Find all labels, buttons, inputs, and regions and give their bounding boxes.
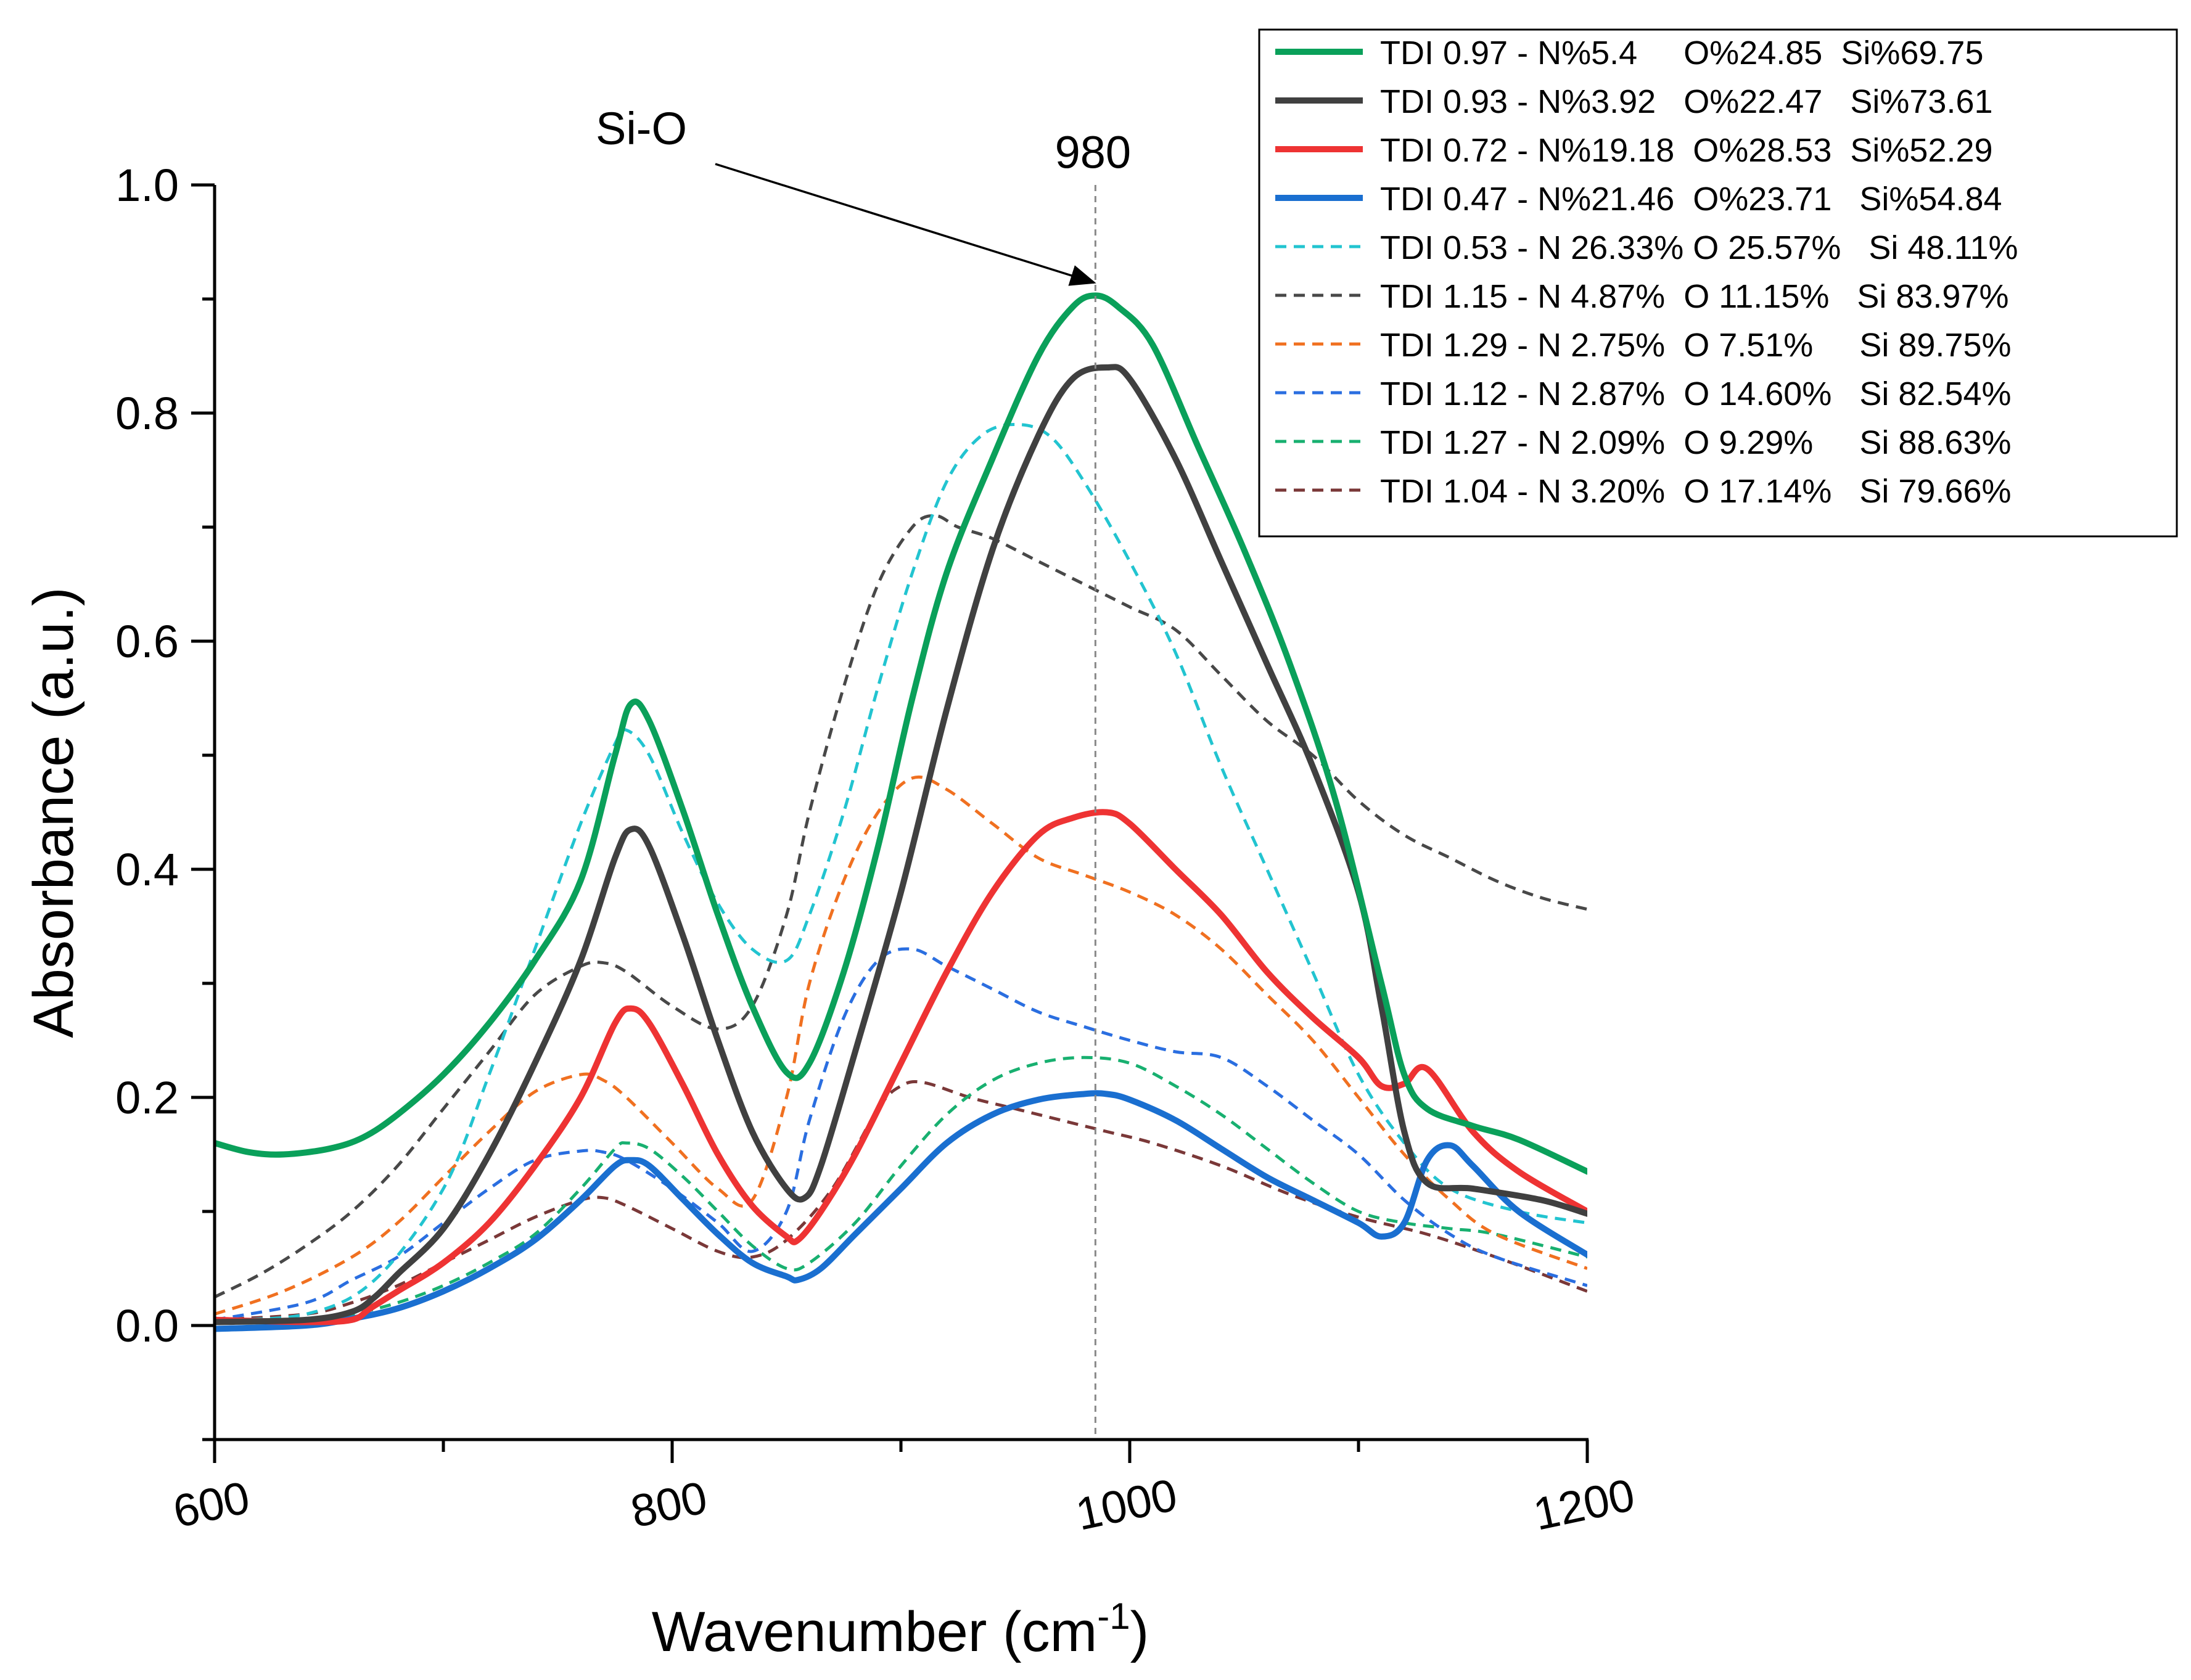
y-ticks: 0.0 0.2 0.4 0.6 0.8 1.0 [115, 160, 215, 1441]
y-tick-label-0.2: 0.2 [115, 1072, 179, 1123]
legend-label-1: TDI 0.97 - N%5.4 O%24.85 Si%69.75 [1380, 35, 1984, 72]
series-line-10 [215, 1080, 1587, 1322]
series-line-5 [215, 423, 1587, 1322]
x-tick-label-800: 800 [627, 1472, 712, 1538]
x-tick-label-1200: 1200 [1529, 1469, 1639, 1539]
x-tick-label-600: 600 [169, 1472, 254, 1538]
y-tick-label-0.0: 0.0 [115, 1300, 179, 1351]
x-axis-title-main: Wavenumber (cm [652, 1600, 1098, 1663]
si-o-label: Si-O [596, 103, 687, 154]
x-ticks: 600 800 1000 1200 [169, 1440, 1639, 1540]
series-line-3 [215, 809, 1587, 1326]
legend-label-8: TDI 1.12 - N 2.87% O 14.60% Si 82.54% [1380, 375, 2012, 412]
y-axis-title: Absorbance (a.u.) [22, 587, 85, 1038]
legend-label-2: TDI 0.93 - N%3.92 O%22.47 Si%73.61 [1380, 83, 1993, 120]
series-line-9 [215, 1055, 1587, 1322]
si-o-arrow [715, 163, 1096, 286]
y-tick-label-0.6: 0.6 [115, 616, 179, 667]
x-axis-title-superscript: -1 [1097, 1596, 1130, 1637]
x-tick-label-1000: 1000 [1072, 1469, 1182, 1539]
legend-label-10: TDI 1.04 - N 3.20% O 17.14% Si 79.66% [1380, 473, 2012, 510]
y-tick-label-1.0: 1.0 [115, 160, 179, 211]
peak-980-label: 980 [1055, 127, 1131, 178]
legend-label-6: TDI 1.15 - N 4.87% O 11.15% Si 83.97% [1380, 278, 2009, 315]
legend-label-9: TDI 1.27 - N 2.09% O 9.29% Si 88.63% [1380, 424, 2012, 461]
x-axis-title: Wavenumber (cm-1) [652, 1596, 1149, 1663]
series-line-4 [215, 1090, 1587, 1332]
series-line-6 [215, 514, 1587, 1299]
series-line-1 [215, 292, 1587, 1175]
legend-label-7: TDI 1.29 - N 2.75% O 7.51% Si 89.75% [1380, 327, 2012, 364]
legend-label-3: TDI 0.72 - N%19.18 O%28.53 Si%52.29 [1380, 132, 1993, 169]
legend-label-5: TDI 0.53 - N 26.33% O 25.57% Si 48.11% [1380, 229, 2018, 266]
legend-box [1258, 28, 2178, 538]
x-axis-title-close: ) [1130, 1600, 1149, 1663]
series-layer [215, 292, 1587, 1332]
legend-label-4: TDI 0.47 - N%21.46 O%23.71 Si%54.84 [1380, 181, 2002, 218]
y-tick-label-0.4: 0.4 [115, 844, 179, 895]
series-line-7 [215, 775, 1587, 1316]
y-tick-label-0.8: 0.8 [115, 388, 179, 439]
annotation-layer: Si-O 980 [596, 103, 1131, 1440]
legend: TDI 0.97 - N%5.4 O%24.85 Si%69.75 TDI 0.9… [1258, 28, 2178, 538]
